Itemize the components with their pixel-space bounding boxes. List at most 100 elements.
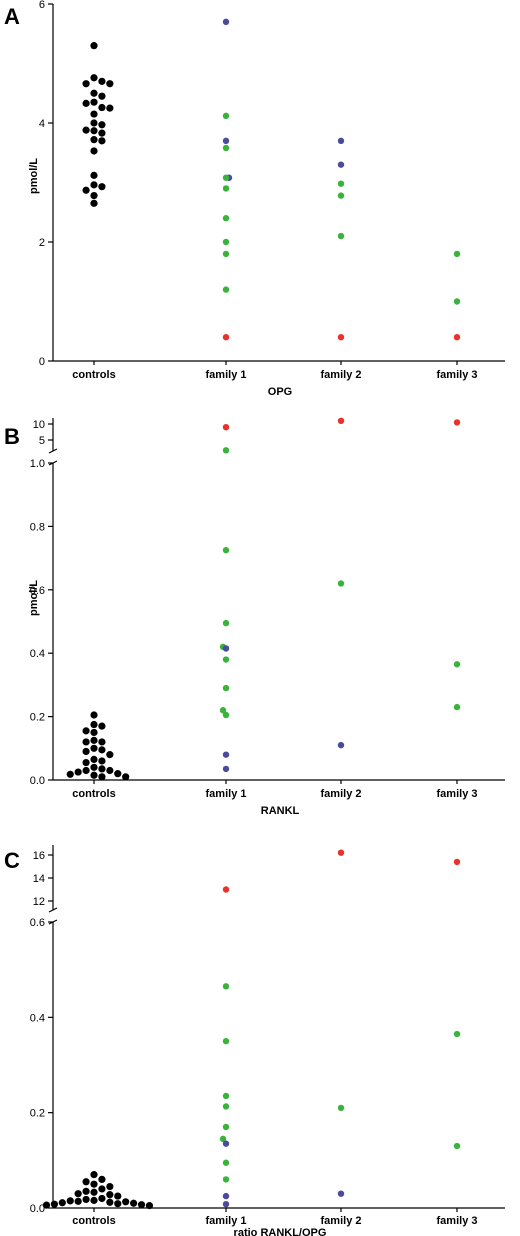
data-point-family-2-blue xyxy=(337,1190,345,1197)
data-point-controls xyxy=(90,728,98,737)
data-point-controls xyxy=(106,1198,114,1206)
x-tick-label: family 2 xyxy=(321,369,362,381)
data-point-family-1-green xyxy=(222,711,230,719)
data-point-family-2-green xyxy=(337,180,345,187)
data-point-controls xyxy=(90,181,98,189)
data-point-family-1-blue xyxy=(222,765,230,773)
data-point-controls xyxy=(74,768,82,776)
y-tick-label: 1.0 xyxy=(30,458,45,470)
data-point-controls xyxy=(90,199,98,207)
data-point-controls xyxy=(74,1197,82,1205)
data-point-controls xyxy=(90,98,98,106)
data-point-family-1-blue xyxy=(222,1192,230,1200)
data-point-controls xyxy=(82,80,90,88)
data-point-controls xyxy=(98,183,106,191)
y-axis-title: pmol/L xyxy=(28,580,40,616)
data-point-family-2-blue xyxy=(337,137,345,145)
data-point-controls xyxy=(145,1202,154,1210)
data-point-controls xyxy=(90,110,98,118)
data-point-family-3-green xyxy=(453,661,461,668)
x-tick-label: family 3 xyxy=(437,788,478,800)
data-point-family-2-green xyxy=(337,580,345,587)
data-point-controls xyxy=(114,1192,122,1200)
data-point-family-3-green xyxy=(453,250,461,258)
data-point-controls xyxy=(90,74,98,82)
x-tick-label: family 1 xyxy=(206,369,247,381)
data-point-controls xyxy=(98,746,106,754)
x-tick-label: family 1 xyxy=(206,788,247,800)
data-point-controls xyxy=(90,136,98,144)
y-tick-label: 0.2 xyxy=(30,712,45,724)
data-point-controls xyxy=(90,42,98,50)
data-point-family-1-blue xyxy=(222,137,230,145)
y-tick-label: 0.4 xyxy=(30,1012,45,1024)
data-point-controls xyxy=(66,770,74,778)
data-point-controls xyxy=(98,1194,106,1203)
data-point-controls xyxy=(137,1201,146,1209)
data-point-controls xyxy=(98,738,106,746)
data-point-controls xyxy=(82,747,90,756)
data-point-controls xyxy=(58,1199,66,1207)
data-point-family-1-blue xyxy=(222,1140,230,1147)
data-point-controls xyxy=(114,770,122,778)
data-point-family-3-green xyxy=(453,703,461,711)
data-point-family-1-green xyxy=(222,144,230,152)
data-point-family-2-blue xyxy=(337,161,345,168)
y-tick-label: 16 xyxy=(33,850,45,862)
y-tick-label: 0.6 xyxy=(30,917,45,929)
data-point-controls xyxy=(106,80,114,88)
panel-c: C 0.0 0.2 0.4 0.6 12 14 16 controls family 1 famil… xyxy=(4,845,505,1236)
data-point-controls xyxy=(98,77,106,85)
data-point-family-1-green xyxy=(222,983,230,990)
data-point-family-1-green xyxy=(222,684,230,692)
data-point-controls xyxy=(90,744,98,752)
data-point-family-1-green xyxy=(222,286,230,293)
x-axis-title: OPG xyxy=(268,386,292,398)
data-point-family-1-green xyxy=(222,1092,230,1100)
data-point-family-1-blue xyxy=(222,751,230,758)
data-point-controls xyxy=(90,127,98,135)
data-point-controls xyxy=(82,1178,90,1186)
data-point-controls xyxy=(90,771,98,779)
y-tick-label: 4 xyxy=(39,118,45,130)
panel-a: A 0 2 4 6 controls family 1 family 2 family 3 OPG… xyxy=(4,0,505,398)
data-point-family-1-green xyxy=(222,238,230,246)
data-point-controls xyxy=(90,755,98,763)
x-axis-title: ratio RANKL/OPG xyxy=(234,1227,327,1236)
y-tick-label: 6 xyxy=(39,0,45,11)
y-axis-title: pmol/L xyxy=(28,158,40,194)
y-tick-label: 14 xyxy=(33,873,45,885)
axis-break-mark xyxy=(48,907,58,913)
y-tick-label: 12 xyxy=(33,896,45,908)
data-point-family-3-green xyxy=(453,1142,461,1150)
data-point-family-1-green xyxy=(222,619,230,627)
data-point-controls xyxy=(82,738,90,746)
data-point-controls xyxy=(98,757,106,765)
data-point-controls xyxy=(106,1191,114,1199)
data-point-family-3-green xyxy=(453,298,461,305)
data-point-family-3-red xyxy=(453,419,461,426)
data-point-family-2-red xyxy=(337,849,345,856)
data-point-family-3-red xyxy=(453,858,461,866)
data-point-controls xyxy=(90,89,98,97)
data-point-controls xyxy=(122,773,130,781)
data-point-controls xyxy=(90,1171,98,1179)
data-point-controls xyxy=(90,736,98,744)
x-tick-label: controls xyxy=(72,1215,115,1227)
data-point-controls xyxy=(90,1188,98,1196)
panel-letter: C xyxy=(4,848,20,873)
data-point-controls xyxy=(98,137,106,145)
data-point-family-1-green xyxy=(222,1037,230,1045)
data-point-family-1-green xyxy=(222,1176,230,1183)
data-point-family-1-red xyxy=(222,424,230,431)
y-tick-label: 0.4 xyxy=(30,648,45,660)
data-point-family-1-green xyxy=(222,1159,230,1166)
y-tick-label: 0.6 xyxy=(30,585,45,597)
data-point-controls xyxy=(50,1200,59,1208)
data-point-family-1-green xyxy=(222,215,230,222)
data-point-controls xyxy=(82,99,90,107)
data-point-controls xyxy=(98,103,106,112)
axis-break-mark xyxy=(48,448,58,454)
y-tick-label: 0.0 xyxy=(30,1203,45,1215)
data-point-controls xyxy=(106,751,114,759)
